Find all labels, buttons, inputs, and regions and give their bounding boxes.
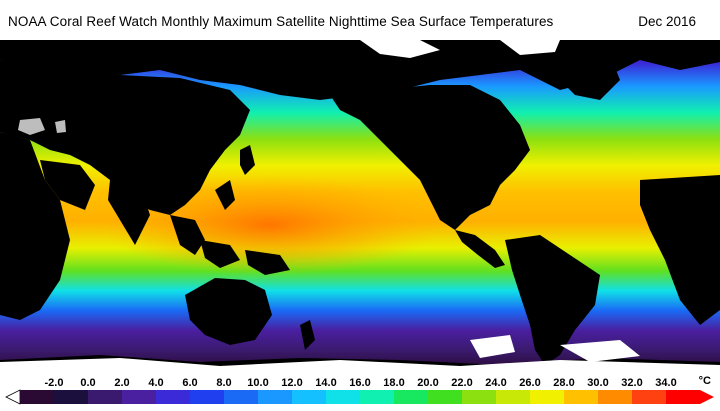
legend-tick-label: 0.0 — [80, 377, 95, 389]
legend-tick-label: 10.0 — [247, 377, 268, 389]
legend-max-arrow — [700, 390, 714, 404]
map-title: NOAA Coral Reef Watch Monthly Maximum Sa… — [8, 14, 554, 29]
legend-swatch — [496, 390, 531, 404]
legend-swatch — [394, 390, 429, 404]
legend-tick-label: 26.0 — [519, 377, 540, 389]
legend-tick-label: 20.0 — [417, 377, 438, 389]
legend-tick-label: 6.0 — [182, 377, 197, 389]
legend-swatch — [292, 390, 327, 404]
legend-swatch — [360, 390, 395, 404]
inland-lakes — [18, 118, 66, 135]
legend-swatch — [632, 390, 667, 404]
legend-swatch — [326, 390, 361, 404]
legend-tick-label: 24.0 — [485, 377, 506, 389]
legend-swatch — [54, 390, 89, 404]
map-date: Dec 2016 — [638, 14, 696, 29]
legend-swatch — [122, 390, 157, 404]
legend-swatch — [20, 390, 55, 404]
legend-tick-label: 34.0 — [655, 377, 676, 389]
legend-tick-label: 18.0 — [383, 377, 404, 389]
color-legend: -2.0 0.0 2.0 4.0 6.0 8.0 10.0 12.0 14.0 16.0 18.0 2… — [0, 370, 720, 411]
sea-ice-mask — [0, 40, 720, 370]
legend-swatch — [88, 390, 123, 404]
legend-swatch — [190, 390, 225, 404]
legend-swatch — [564, 390, 599, 404]
legend-tick-label: 12.0 — [281, 377, 302, 389]
legend-swatch — [530, 390, 565, 404]
legend-tick-label: 30.0 — [587, 377, 608, 389]
legend-tick-label: 14.0 — [315, 377, 336, 389]
legend-swatch — [428, 390, 463, 404]
legend-tick-label: 16.0 — [349, 377, 370, 389]
legend-swatch — [462, 390, 497, 404]
legend-tick-label: 32.0 — [621, 377, 642, 389]
legend-swatch — [598, 390, 633, 404]
legend-tick-label: 28.0 — [553, 377, 574, 389]
legend-swatch — [666, 390, 701, 404]
legend-unit: °C — [699, 375, 711, 387]
legend-tick-label: 8.0 — [216, 377, 231, 389]
legend-tick-label: -2.0 — [45, 377, 64, 389]
legend-swatch — [258, 390, 293, 404]
legend-tick-label: 22.0 — [451, 377, 472, 389]
legend-tick-label: 4.0 — [148, 377, 163, 389]
legend-swatch — [224, 390, 259, 404]
title-bar: NOAA Coral Reef Watch Monthly Maximum Sa… — [0, 0, 720, 40]
legend-min-arrow — [5, 389, 21, 405]
legend-swatch — [156, 390, 191, 404]
sst-map — [0, 40, 720, 370]
legend-tick-label: 2.0 — [114, 377, 129, 389]
